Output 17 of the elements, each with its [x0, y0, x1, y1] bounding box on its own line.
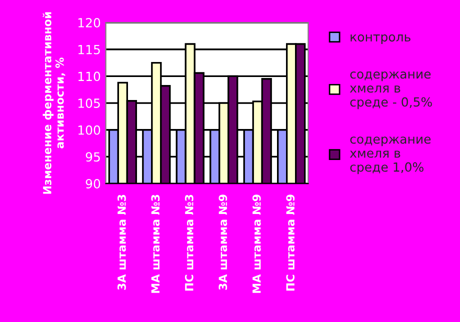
x-tick-label: 3А штамма №9: [218, 194, 228, 290]
y-tick-label: 90: [86, 179, 100, 188]
y-tick-label: 105: [78, 98, 100, 108]
y-tick-label: 120: [78, 18, 100, 28]
y-tick-label: 100: [78, 125, 100, 135]
y-tick-label: 110: [78, 72, 100, 82]
x-tick-label: ПС штамма №9: [286, 194, 295, 291]
y-tick-label: 95: [86, 152, 100, 162]
legend-label: контроль: [350, 34, 410, 44]
y-tick-label: 115: [78, 45, 100, 54]
legend-label: содержание хмеля в среде - 0,5%: [350, 71, 432, 110]
x-tick-label: ПС штамма №3: [184, 194, 194, 291]
x-tick-label: МА штамма №3: [151, 194, 160, 293]
x-tick-label: МА штамма №9: [252, 194, 261, 293]
legend-label: содержание хмеля в среде 1,0%: [350, 136, 431, 174]
y-axis-title: Изменение ферментативной активности, %: [42, 12, 66, 194]
x-tick-label: 3А штамма №3: [117, 194, 126, 290]
